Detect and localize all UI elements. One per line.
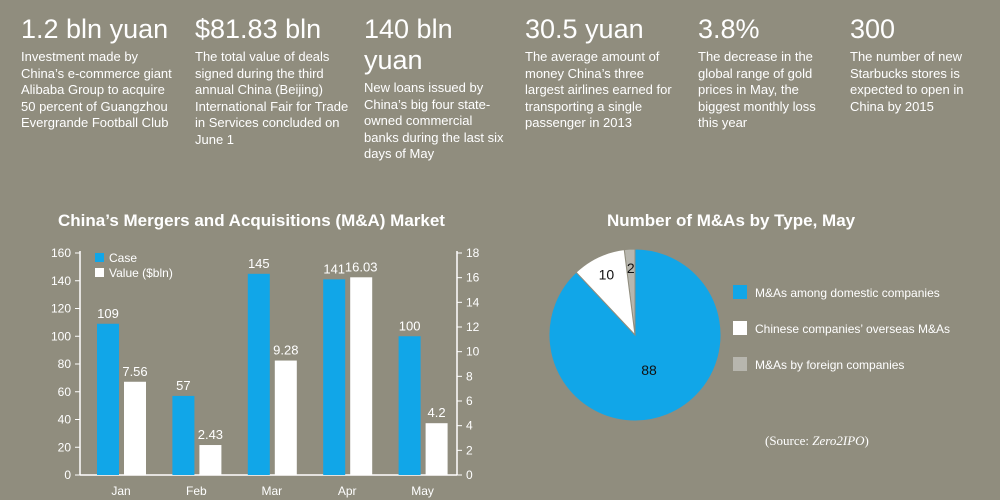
pie-chart: 2 10 88 M&As among domestic companies Chines… <box>548 248 950 422</box>
right-tick-label: 6 <box>466 394 473 408</box>
source-name: Zero2IPO <box>812 433 865 448</box>
left-tick-label: 0 <box>64 468 71 482</box>
bar-chart: 0 20 40 60 80 100 120 140 160 0 2 4 6 8 10 12 14 16 18 109 7… <box>51 246 480 498</box>
bar-chart-title: China’s Mergers and Acquisitions (M&A) M… <box>58 211 445 230</box>
data-label-case: 109 <box>97 306 119 321</box>
stat-description: The number of new Starbucks stores is ex… <box>850 49 964 114</box>
left-tick-label: 60 <box>58 385 72 399</box>
right-tick-label: 14 <box>466 295 480 309</box>
pie-slice-label: 10 <box>599 266 615 282</box>
data-label-value: 2.43 <box>198 427 223 442</box>
left-tick-label: 100 <box>51 329 71 343</box>
pie-chart-title: Number of M&As by Type, May <box>607 211 856 230</box>
legend-label: M&As by foreign companies <box>755 358 904 372</box>
stat-value: 30.5 yuan <box>525 14 644 44</box>
stat-description: The average amount of money China’s thre… <box>525 49 672 130</box>
legend-swatch <box>733 321 747 335</box>
right-tick-label: 8 <box>466 369 473 383</box>
right-tick-label: 16 <box>466 271 480 285</box>
data-label-value: 16.03 <box>345 259 378 274</box>
bar-case-may <box>398 336 421 475</box>
stat-value: 300 <box>850 14 896 44</box>
stat-2: $81.83 bln The total value of deals sign… <box>195 14 355 148</box>
source-suffix: ) <box>864 433 869 448</box>
bar-case-apr <box>323 279 346 475</box>
data-label-case: 100 <box>399 318 421 333</box>
left-tick-label: 160 <box>51 246 71 260</box>
bar-value-mar <box>274 360 297 475</box>
stat-6: 300 The number of new Starbucks stores i… <box>850 14 985 115</box>
legend-label: Case <box>109 251 137 265</box>
right-tick-label: 0 <box>466 468 473 482</box>
right-tick-label: 10 <box>466 345 480 359</box>
right-tick-label: 12 <box>466 320 480 334</box>
legend-swatch <box>733 357 747 371</box>
left-tick-label: 80 <box>58 357 72 371</box>
data-label-value: 4.2 <box>428 405 446 420</box>
right-tick-label: 4 <box>466 419 473 433</box>
stat-value: 3.8% <box>698 14 760 44</box>
stat-description: The total value of deals signed during t… <box>195 49 349 147</box>
data-label-case: 57 <box>176 378 190 393</box>
category-label: May <box>411 484 434 498</box>
left-tick-label: 20 <box>58 440 72 454</box>
bar-case-mar <box>247 273 270 475</box>
bar-value-jan <box>124 381 146 475</box>
right-tick-label: 18 <box>466 246 480 260</box>
stat-value: $81.83 bln <box>195 14 322 44</box>
stat-3: 140 bln yuan New loans issued by China’s… <box>364 14 504 163</box>
source-note: (Source: Zero2IPO) <box>765 433 869 449</box>
legend-label: Value ($bln) <box>109 266 173 280</box>
pie-slice-label: 2 <box>627 260 635 276</box>
bar-case-jan <box>97 323 119 475</box>
stat-value: 140 bln yuan <box>364 14 453 75</box>
stat-1: 1.2 bln yuan Investment made by China’s … <box>21 14 181 132</box>
stat-4: 30.5 yuan The average amount of money Ch… <box>525 14 685 132</box>
legend-swatch <box>733 285 747 299</box>
stat-description: Investment made by China’s e-commerce gi… <box>21 49 172 130</box>
left-tick-label: 40 <box>58 413 72 427</box>
legend-label: M&As among domestic companies <box>755 286 940 300</box>
stat-value: 1.2 bln yuan <box>21 14 169 44</box>
bar-value-may <box>425 423 448 475</box>
bar-value-apr <box>350 277 373 475</box>
data-label-case: 145 <box>248 256 270 271</box>
stat-description: The decrease in the global range of gold… <box>698 49 816 130</box>
bar-case-feb <box>172 395 195 475</box>
right-tick-label: 2 <box>466 443 473 457</box>
left-tick-label: 140 <box>51 274 71 288</box>
bar-value-feb <box>199 445 222 475</box>
category-label: Feb <box>186 484 207 498</box>
legend-swatch-value <box>95 268 104 277</box>
legend-label: Chinese companies’ overseas M&As <box>755 322 950 336</box>
pie-slice-m-as-among-domestic-companies <box>548 248 722 422</box>
source-prefix: (Source: <box>765 433 813 448</box>
category-label: Jan <box>111 484 130 498</box>
legend-swatch-case <box>95 253 104 262</box>
category-label: Apr <box>338 484 357 498</box>
left-tick-label: 120 <box>51 302 71 316</box>
data-label-value: 9.28 <box>273 343 298 358</box>
stat-description: New loans issued by China’s big four sta… <box>364 80 504 161</box>
stat-5: 3.8% The decrease in the global range of… <box>698 14 836 132</box>
pie-slice-label: 88 <box>641 362 657 378</box>
category-label: Mar <box>261 484 282 498</box>
data-label-value: 7.56 <box>122 364 147 379</box>
data-label-case: 141 <box>323 261 345 276</box>
